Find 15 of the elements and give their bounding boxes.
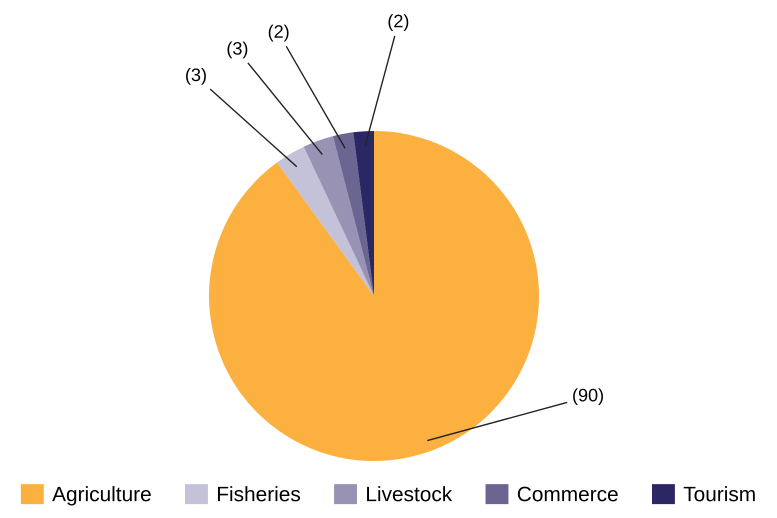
pie-slice (353, 131, 374, 296)
legend-label: Agriculture (52, 486, 151, 506)
data-label: (2) (268, 24, 289, 42)
legend-label: Tourism (684, 486, 755, 502)
pie-slice (332, 132, 374, 296)
legend-label: Commerce (518, 486, 618, 502)
legend-label: Fisheries (218, 486, 300, 502)
data-label: (90) (573, 388, 603, 406)
data-label: (3) (186, 68, 206, 85)
pie-slice (304, 136, 374, 296)
legend-label: Livestock (367, 486, 452, 502)
data-label: (3) (227, 42, 248, 58)
data-label: (2) (388, 14, 408, 31)
pie-slice (209, 131, 539, 461)
pie-slice (277, 146, 374, 296)
